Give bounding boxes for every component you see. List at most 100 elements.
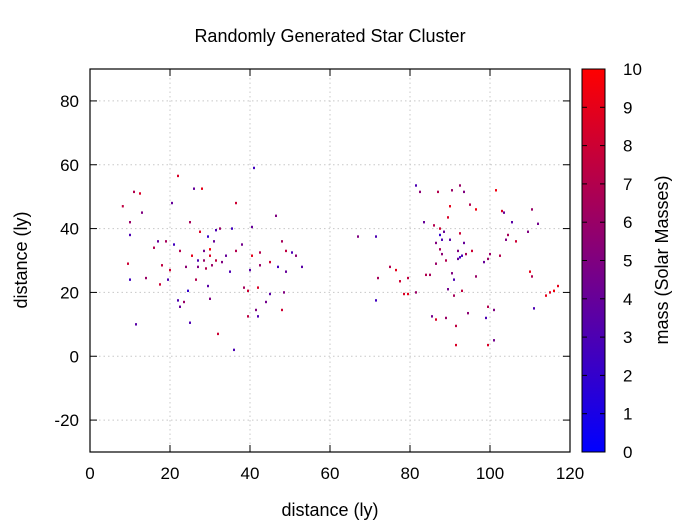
star-point bbox=[461, 254, 463, 257]
star-point bbox=[487, 305, 489, 308]
star-point bbox=[533, 307, 535, 310]
star-point bbox=[179, 305, 181, 308]
star-point bbox=[203, 259, 205, 262]
star-point bbox=[425, 273, 427, 277]
colorbar-tick-label: 9 bbox=[623, 98, 632, 117]
star-point bbox=[199, 230, 201, 233]
star-point bbox=[145, 276, 147, 280]
star-point bbox=[545, 294, 547, 297]
star-point bbox=[185, 265, 187, 269]
y-tick-label: 80 bbox=[60, 92, 79, 111]
star-point bbox=[121, 205, 124, 208]
star-point bbox=[487, 343, 489, 347]
star-point bbox=[435, 262, 437, 265]
star-point bbox=[205, 267, 207, 270]
star-point bbox=[357, 235, 359, 238]
star-point bbox=[177, 174, 179, 178]
y-tick-label: 60 bbox=[60, 156, 79, 175]
star-point bbox=[241, 243, 243, 246]
data-points bbox=[121, 166, 559, 352]
star-point bbox=[467, 311, 469, 315]
star-point bbox=[213, 240, 215, 243]
star-point bbox=[291, 251, 293, 254]
star-point bbox=[173, 243, 175, 246]
star-point bbox=[511, 221, 513, 224]
star-point bbox=[457, 249, 459, 253]
star-point bbox=[219, 227, 221, 230]
star-point bbox=[275, 214, 277, 218]
star-point bbox=[195, 278, 197, 281]
star-point bbox=[161, 264, 163, 267]
y-tick-label: 40 bbox=[60, 220, 79, 239]
star-point bbox=[485, 316, 487, 320]
star-point bbox=[459, 184, 461, 187]
star-point bbox=[259, 251, 261, 254]
star-point bbox=[459, 256, 461, 259]
star-point bbox=[439, 248, 441, 251]
star-point bbox=[433, 224, 435, 227]
star-point bbox=[443, 230, 445, 233]
star-point bbox=[503, 211, 505, 214]
chart-title: Randomly Generated Star Cluster bbox=[194, 26, 465, 46]
star-point bbox=[501, 209, 503, 213]
star-point bbox=[465, 252, 467, 256]
star-point bbox=[277, 265, 279, 269]
star-point bbox=[441, 252, 443, 256]
x-tick-label: 0 bbox=[85, 464, 94, 483]
star-point bbox=[225, 254, 227, 257]
y-tick-label: -20 bbox=[54, 411, 79, 430]
star-point bbox=[129, 233, 131, 237]
star-point bbox=[469, 203, 471, 206]
star-point bbox=[447, 288, 449, 291]
star-point bbox=[183, 300, 185, 304]
x-tick-label: 20 bbox=[161, 464, 180, 483]
star-point bbox=[197, 259, 199, 262]
y-axis-ticks: -20 0 20 40 60 80 bbox=[54, 92, 570, 430]
star-point bbox=[215, 259, 217, 262]
x-tick-label: 40 bbox=[241, 464, 260, 483]
star-point bbox=[451, 189, 453, 192]
colorbar-tick-label: 0 bbox=[623, 443, 632, 462]
star-point bbox=[229, 270, 231, 273]
colorbar-tick-label: 1 bbox=[623, 405, 632, 424]
star-point bbox=[235, 201, 237, 205]
star-point bbox=[269, 292, 271, 296]
star-point bbox=[435, 318, 437, 321]
star-point bbox=[447, 216, 449, 219]
star-point bbox=[553, 289, 555, 293]
star-point bbox=[179, 249, 181, 253]
star-point bbox=[209, 248, 211, 251]
colorbar-tick-label: 5 bbox=[623, 252, 632, 271]
star-point bbox=[187, 289, 189, 293]
star-point bbox=[207, 235, 209, 238]
star-point bbox=[217, 332, 219, 336]
x-tick-label: 120 bbox=[556, 464, 584, 483]
star-point bbox=[129, 221, 131, 224]
star-point bbox=[445, 259, 447, 262]
star-point bbox=[515, 240, 517, 243]
star-point bbox=[167, 278, 169, 281]
star-point bbox=[441, 238, 443, 241]
star-point bbox=[301, 265, 303, 269]
star-point bbox=[399, 280, 401, 283]
star-point bbox=[431, 315, 433, 318]
star-point bbox=[455, 343, 457, 347]
star-point bbox=[419, 190, 421, 194]
colorbar-label: mass (Solar Masses) bbox=[652, 175, 672, 344]
star-point bbox=[495, 189, 497, 192]
star-point bbox=[489, 252, 491, 256]
star-point bbox=[407, 292, 409, 296]
star-point bbox=[209, 254, 211, 257]
y-axis-label: distance (ly) bbox=[11, 211, 31, 308]
star-point bbox=[169, 268, 171, 272]
y-tick-label: 0 bbox=[70, 347, 79, 366]
star-point bbox=[197, 265, 199, 269]
star-point bbox=[133, 190, 135, 194]
star-point bbox=[453, 278, 455, 281]
star-point bbox=[233, 348, 235, 352]
star-point bbox=[281, 240, 283, 243]
star-point bbox=[457, 257, 459, 261]
star-point bbox=[189, 221, 191, 224]
star-point bbox=[231, 227, 233, 230]
